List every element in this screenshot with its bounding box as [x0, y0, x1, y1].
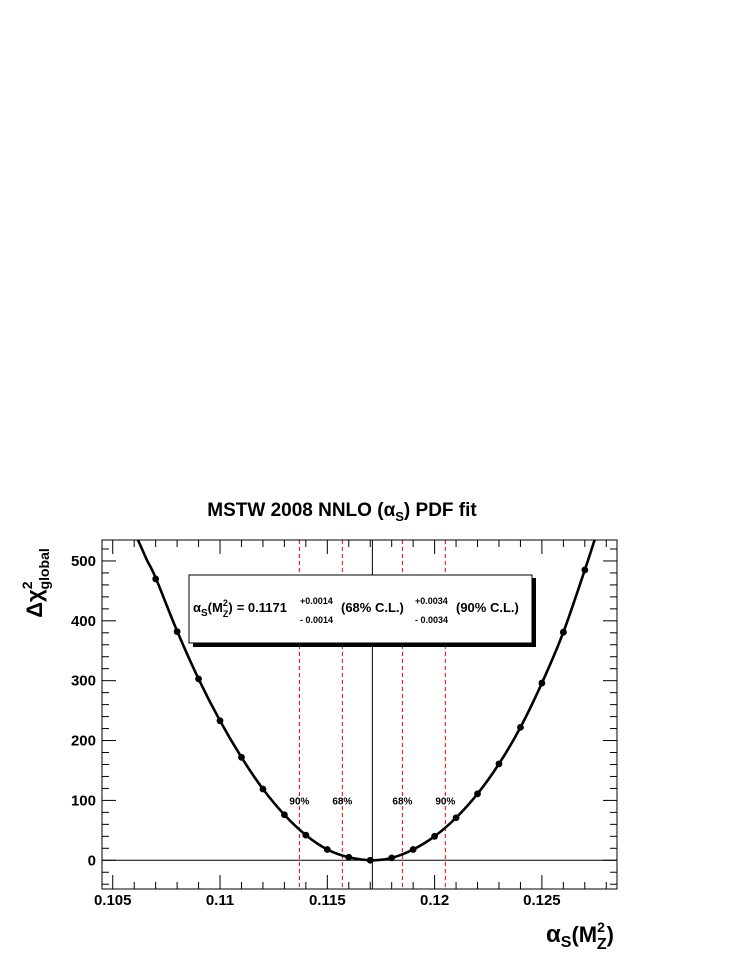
title-end: ) PDF fit: [404, 500, 477, 521]
annotation-box: αS(M2 Z) = 0.1171 +0.0014 - 0.0014 (68% C.…: [188, 574, 536, 647]
fit-point-18: [538, 679, 546, 687]
x-label-open: (M: [571, 922, 597, 947]
y-tick-label-3: 300: [71, 673, 96, 690]
x-tick-label-2: 0.115: [309, 892, 346, 909]
plot-area: 90% 68% 68% 90% 0.105 0.11 0.115 0.12 0.125 0 100 2…: [71, 539, 618, 909]
fit-point-5: [259, 785, 267, 793]
chart-title: MSTW 2008 NNLO (αS) PDF fit: [207, 500, 477, 524]
cl-label-3: 90%: [435, 797, 455, 808]
y-label-symbol: Δχ: [22, 589, 47, 618]
ann-dn90: - 0.0034: [415, 615, 448, 625]
ann-up90: +0.0034: [415, 596, 448, 606]
y-label-sup: 2: [19, 581, 35, 589]
x-label-sup: 2: [597, 919, 605, 935]
y-tick-label-0: 0: [88, 852, 96, 869]
ann-sup: 2: [223, 598, 228, 608]
fit-point-17: [517, 723, 524, 731]
fit-point-14: [452, 814, 460, 822]
x-tick-label-3: 0.12: [420, 892, 449, 909]
fit-point-16: [495, 760, 503, 768]
title-subscript: S: [395, 509, 404, 524]
x-label-close: ): [607, 922, 614, 947]
fit-point-0: [152, 575, 160, 583]
cl-label-2: 68%: [392, 797, 412, 808]
x-label-symbol: α: [546, 921, 561, 948]
ann-up68: +0.0014: [300, 596, 333, 606]
fit-point-8: [323, 846, 331, 853]
ann-cl68: (68% C.L.): [341, 600, 404, 615]
fit-point-12: [409, 846, 417, 853]
fit-point-9: [345, 853, 353, 861]
fit-point-4: [238, 753, 245, 761]
fit-point-11: [388, 854, 396, 862]
fit-curve: [136, 540, 596, 862]
annotation-frame: [188, 574, 533, 644]
fit-point-3: [216, 717, 224, 725]
fit-point-2: [195, 675, 202, 683]
ann-close: ): [228, 600, 232, 615]
ann-cl90: (90% C.L.): [456, 600, 519, 615]
y-label-sub: global: [36, 548, 52, 589]
y-tick-label-1: 100: [71, 792, 96, 809]
y-tick-label-5: 500: [71, 553, 96, 570]
y-axis-label: Δχ2global: [19, 548, 52, 618]
ann-dn68: - 0.0014: [300, 615, 333, 625]
x-label-sub2: Z: [597, 936, 607, 953]
title-symbol: α: [384, 500, 396, 521]
annotation-text: αS(M2 Z) = 0.1171: [193, 598, 287, 619]
plot-frame: [101, 539, 618, 890]
fit-point-13: [431, 832, 439, 840]
fit-point-19: [559, 628, 567, 636]
fit-point-20: [581, 566, 589, 574]
y-tick-label-4: 400: [71, 613, 96, 630]
x-label-sub: S: [561, 934, 572, 951]
title-main: MSTW 2008 NNLO (: [207, 500, 384, 521]
ann-value: = 0.1171: [237, 600, 287, 615]
ann-sub2: Z: [223, 609, 229, 619]
cl-label-1: 68%: [332, 797, 352, 808]
x-tick-label-4: 0.125: [523, 892, 561, 909]
ann-sub: S: [201, 608, 208, 619]
x-axis-label: αS(M2 Z): [546, 919, 614, 953]
fit-point-7: [302, 831, 310, 839]
cl-label-0: 90%: [289, 797, 309, 808]
x-tick-label-1: 0.11: [206, 892, 234, 909]
fit-point-10: [366, 856, 374, 864]
fit-point-6: [280, 811, 288, 819]
fit-point-1: [173, 628, 181, 635]
y-tick-label-2: 200: [71, 733, 96, 750]
fit-point-15: [474, 790, 481, 798]
ann-symbol: α: [193, 600, 201, 615]
x-tick-label-0: 0.105: [94, 892, 132, 909]
ann-open: (M: [208, 600, 223, 615]
